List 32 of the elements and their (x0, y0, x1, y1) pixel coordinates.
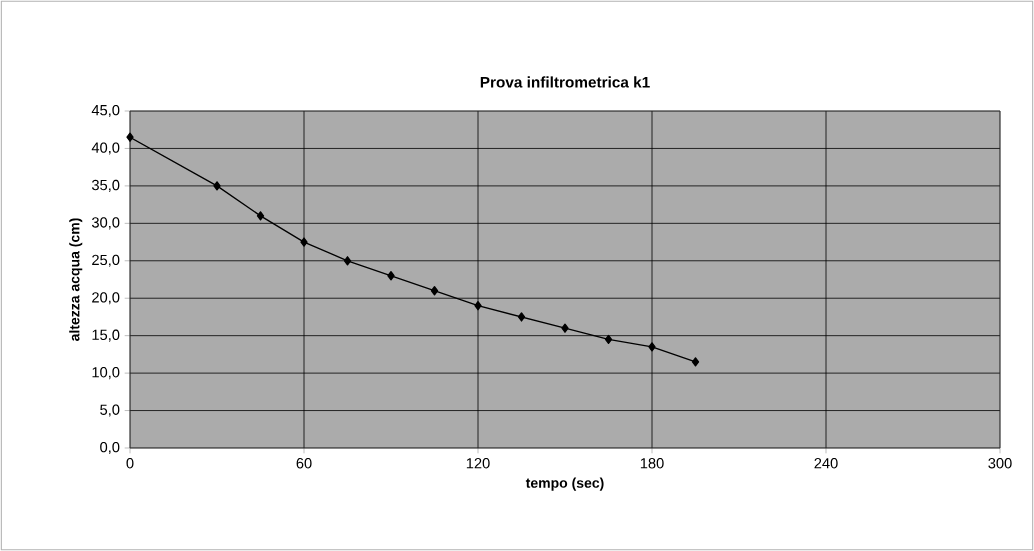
y-tick-label: 20,0 (92, 292, 120, 305)
point (561, 323, 569, 333)
point (517, 312, 526, 322)
point (126, 132, 134, 142)
point (691, 357, 700, 367)
point (648, 342, 656, 352)
point (343, 256, 352, 266)
chart-title: Prova infiltrometrica k1 (480, 76, 650, 88)
y-tick-label: 5,0 (100, 404, 120, 417)
x-tick-label: 0 (126, 458, 134, 469)
y-tick-label: 35,0 (91, 179, 120, 192)
point (604, 334, 613, 345)
point (387, 271, 395, 281)
y-tick-label: 30,0 (91, 217, 120, 230)
y-tick-label: 45,0 (91, 104, 120, 118)
y-tick-label: 15,0 (92, 329, 120, 342)
point (474, 301, 482, 311)
point (213, 181, 221, 191)
x-tick-label: 240 (814, 458, 838, 469)
x-tick-label: 120 (466, 458, 490, 469)
y-axis-title: altezza acqua (cm) (69, 218, 83, 341)
x-tick-label: 60 (296, 458, 312, 469)
y-tick-label: 0,0 (100, 441, 120, 455)
point (300, 237, 308, 247)
x-tick-label: 180 (640, 458, 664, 469)
point (256, 211, 265, 221)
y-tick-label: 25,0 (92, 254, 120, 267)
y-tick-label: 40,0 (91, 142, 120, 155)
y-tick-label: 10,0 (92, 367, 120, 380)
x-axis-title: tempo (sec) (525, 477, 604, 491)
x-tick-label: 300 (988, 458, 1012, 469)
point (430, 286, 439, 296)
